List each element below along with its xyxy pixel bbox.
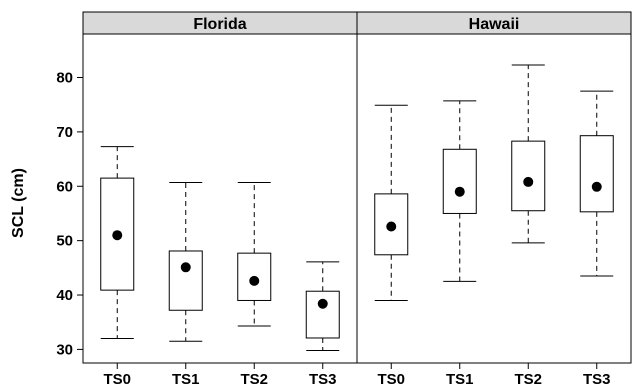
box-hawaii-ts2 bbox=[511, 64, 546, 244]
box-florida-ts2 bbox=[237, 181, 272, 327]
iqr-box bbox=[511, 140, 546, 212]
y-tick-label-80: 80 bbox=[56, 70, 73, 87]
mean-dot bbox=[591, 181, 602, 192]
y-tick-label-40: 40 bbox=[56, 287, 73, 304]
panel-frame bbox=[356, 33, 632, 364]
y-tick-label-50: 50 bbox=[56, 233, 73, 250]
x-tick-label-ts0: TS0 bbox=[103, 371, 131, 386]
y-axis: 30 40 50 60 70 80 bbox=[56, 70, 83, 358]
x-tick-label-ts0: TS0 bbox=[377, 371, 405, 386]
iqr-box bbox=[442, 148, 477, 214]
x-tick-label-ts2: TS2 bbox=[240, 371, 268, 386]
panel-hawaii: Hawaii TS0 TS1 TS2 TS3 bbox=[356, 11, 632, 386]
panel-florida: Florida TS0 TS1 TS2 TS3 bbox=[82, 11, 358, 386]
box-florida-ts1 bbox=[168, 181, 203, 342]
panels: Florida TS0 TS1 TS2 TS3 Hawaii TS0 TS1 TS2 TS3 bbox=[82, 11, 632, 386]
y-tick-label-30: 30 bbox=[56, 341, 73, 358]
mean-dot bbox=[386, 221, 397, 232]
box-hawaii-ts0 bbox=[374, 104, 409, 301]
y-tick-label-70: 70 bbox=[56, 124, 73, 141]
iqr-box bbox=[305, 290, 340, 339]
x-tick-label-ts1: TS1 bbox=[446, 371, 474, 386]
iqr-box bbox=[100, 177, 135, 291]
mean-dot bbox=[454, 186, 465, 197]
iqr-box bbox=[579, 135, 614, 213]
box-florida-ts0 bbox=[100, 146, 135, 340]
y-tick-label-60: 60 bbox=[56, 178, 73, 195]
y-axis-title: SCL (cm) bbox=[10, 168, 27, 238]
x-tick-label-ts2: TS2 bbox=[514, 371, 542, 386]
mean-dot bbox=[180, 262, 191, 273]
mean-dot bbox=[249, 275, 260, 286]
mean-dot bbox=[317, 298, 328, 309]
box-hawaii-ts3 bbox=[579, 90, 614, 277]
iqr-box bbox=[168, 250, 203, 311]
mean-dot bbox=[112, 230, 123, 241]
x-tick-label-ts1: TS1 bbox=[172, 371, 200, 386]
panel-strip-label: Hawaii bbox=[469, 16, 520, 33]
box-hawaii-ts1 bbox=[442, 100, 477, 282]
mean-dot bbox=[523, 176, 534, 187]
x-tick-label-ts3: TS3 bbox=[309, 371, 337, 386]
box-florida-ts3 bbox=[305, 261, 340, 351]
panel-strip-label: Florida bbox=[193, 16, 246, 33]
x-tick-label-ts3: TS3 bbox=[583, 371, 611, 386]
